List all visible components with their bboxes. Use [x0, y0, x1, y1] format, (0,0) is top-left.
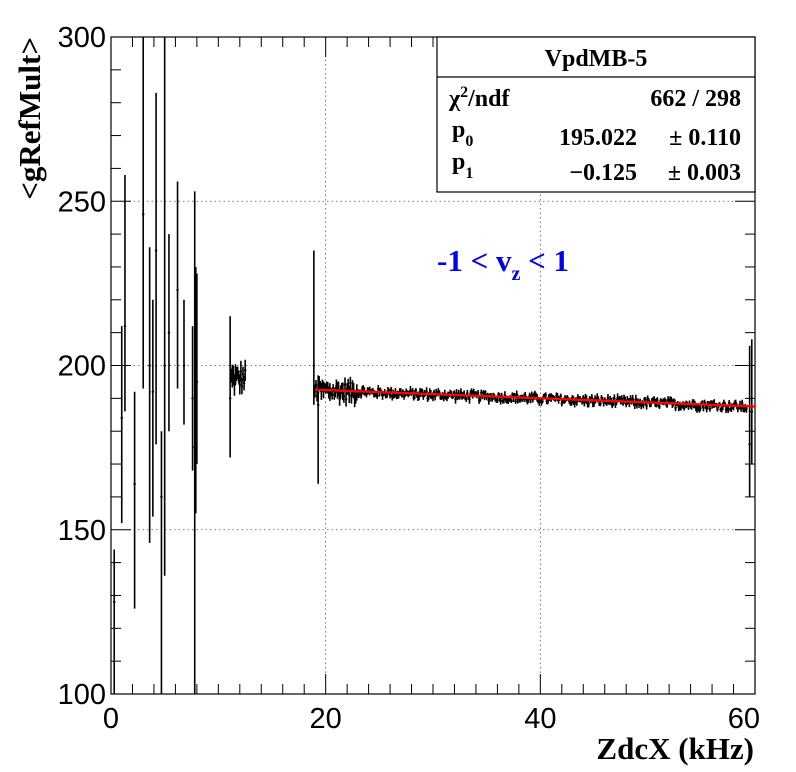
x-tick-label: 60: [728, 703, 760, 735]
stats-chi2-value: 662 / 298: [650, 86, 741, 112]
stats-p0-value: 195.022: [559, 125, 637, 151]
stats-p0-error: ± 0.110: [669, 125, 741, 151]
x-tick-label: 20: [310, 703, 342, 735]
y-tick-label: 100: [58, 679, 106, 711]
y-tick-label: 150: [58, 515, 106, 547]
stats-box: VpdMB-5 χ2/ndf 662 / 298 p0 195.022 ± 0.…: [436, 36, 756, 193]
stats-box-frame: [436, 36, 756, 193]
x-axis-title: ZdcX (kHz): [596, 731, 754, 766]
stats-chi2-label: χ2/ndf: [448, 84, 510, 112]
y-axis-title: <gRefMult>: [12, 37, 47, 200]
x-tick-label: 0: [103, 703, 119, 735]
y-tick-label: 250: [58, 186, 106, 218]
tick-labels: 0 20 40 60 100 150 200 250 300: [58, 22, 760, 735]
stats-title: VpdMB-5: [545, 46, 648, 72]
series-points: [113, 37, 753, 694]
y-tick-label: 200: [58, 351, 106, 383]
fit-line-path: [314, 388, 756, 408]
fit-line: [314, 388, 756, 408]
y-tick-label: 300: [58, 22, 106, 54]
stats-p1-value: −0.125: [569, 160, 637, 186]
stats-p1-error: ± 0.003: [668, 160, 741, 186]
x-tick-label: 40: [524, 703, 556, 735]
